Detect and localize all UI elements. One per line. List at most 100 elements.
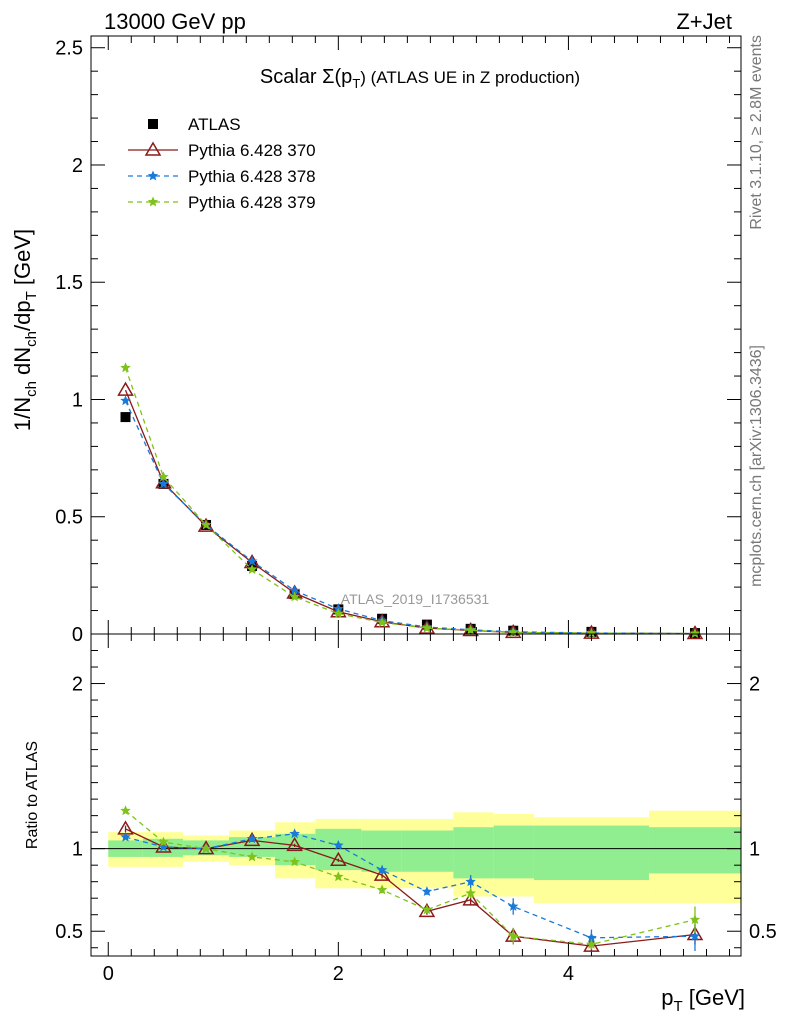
ratio-data-point	[421, 886, 433, 896]
main-y-tick-label: 1.5	[55, 272, 83, 294]
ratio-band-inner	[401, 830, 454, 872]
main-data-point	[330, 603, 347, 618]
main-data-point	[333, 608, 344, 618]
ratio-band-inner	[493, 825, 534, 879]
main-y-tick-label: 0.5	[55, 507, 83, 529]
ratio-data-point	[508, 901, 519, 911]
legend-marker	[147, 196, 159, 207]
ratio-y-tick-label-right: 2	[749, 674, 760, 696]
ratio-band-inner	[361, 830, 402, 872]
ratio-data-point	[689, 930, 701, 941]
ratio-data-point	[376, 884, 388, 895]
legend-marker	[148, 119, 158, 129]
ratio-data-point	[373, 866, 391, 881]
ratio-data-point	[333, 839, 344, 850]
main-data-point	[289, 591, 300, 602]
main-data-point	[158, 471, 169, 482]
ratio-data-point	[462, 891, 479, 906]
main-data-point	[120, 412, 131, 423]
ratio-data-point	[465, 887, 476, 898]
main-data-point	[586, 627, 597, 638]
ratio-data-point	[158, 841, 169, 852]
ratio-panel: 0.5 0.5 1 1 2 2 0 2 4 Ratio to ATLAS pT [GeV]	[24, 633, 777, 1015]
legend-entry-label: Pythia 6.428 370	[188, 141, 316, 160]
ratio-y-tick-label: 1	[72, 839, 83, 861]
ratio-data-point	[376, 864, 388, 875]
main-y-tick-label: 2	[72, 155, 83, 177]
main-series-line	[124, 400, 696, 635]
chart-title: Scalar Σ(pT) (ATLAS UE in Z production)	[260, 66, 580, 91]
ratio-band-inner	[533, 825, 649, 881]
header-right: Z+Jet	[676, 9, 732, 34]
ratio-band-inner	[315, 828, 362, 871]
main-y-tick-label: 2.5	[55, 38, 83, 60]
ratio-data-point	[120, 805, 131, 816]
main-data-point	[421, 622, 433, 633]
ratio-data-point	[289, 828, 300, 839]
ratio-data-point	[286, 836, 303, 852]
main-series-line	[124, 367, 696, 635]
ratio-data-point	[586, 932, 597, 943]
main-y-tick-label: 1	[72, 389, 83, 411]
main-y-axis-label: 1/Nch dNch/dpT [GeV]	[10, 229, 40, 431]
ratio-series-line	[125, 833, 696, 939]
ratio-data-point	[243, 831, 261, 847]
legend-marker	[147, 170, 159, 181]
chart-title-suffix: ) (ATLAS UE in Z production)	[360, 68, 580, 87]
ratio-data-point	[586, 938, 597, 949]
chart-title-prefix: Scalar Σ(p	[260, 66, 352, 88]
main-data-point	[117, 381, 134, 396]
x-axis-label: pT [GeV]	[661, 985, 745, 1015]
ratio-frame	[90, 633, 742, 957]
ratio-data-point	[421, 904, 433, 915]
mcplots-label: mcplots.cern.ch [arXiv:1306.3436]	[748, 345, 765, 587]
ratio-series-line	[125, 810, 696, 946]
ratio-data-point	[246, 833, 258, 844]
x-tick-label: 4	[563, 963, 574, 985]
main-data-point	[158, 478, 169, 489]
ratio-band-inner	[648, 827, 741, 874]
ratio-data-point	[246, 851, 258, 862]
main-data-point	[197, 517, 215, 532]
rivet-label: Rivet 3.1.10, ≥ 2.8M events	[748, 35, 765, 230]
main-data-point	[120, 395, 131, 406]
watermark: ATLAS_2019_I1736531	[341, 591, 490, 607]
legend: ATLAS Pythia 6.428 370 Pythia 6.428 378 Pyt…	[128, 115, 316, 212]
legend-entry-label: Pythia 6.428 379	[188, 193, 316, 212]
ratio-data-point	[418, 902, 436, 918]
legend-marker	[144, 141, 162, 156]
main-data-point	[289, 585, 300, 596]
main-data-point	[246, 555, 258, 566]
header-left: 13000 GeV pp	[104, 9, 246, 34]
ratio-data-point	[583, 937, 600, 952]
ratio-data-point	[158, 836, 169, 847]
main-panel: 0 0.5 1 1.5 2 2.5 ATLAS_2019_I1736531 Scalar …	[10, 35, 742, 646]
ratio-y-tick-label: 0.5	[55, 921, 83, 943]
x-tick-label: 0	[103, 963, 114, 985]
ratio-data-point	[508, 930, 519, 941]
ratio-data-point	[330, 851, 347, 866]
main-data-point	[689, 628, 701, 638]
main-data-point	[120, 362, 131, 373]
ratio-y-tick-label-right: 0.5	[749, 921, 777, 943]
main-data-point	[465, 624, 476, 635]
ratio-y-axis-label: Ratio to ATLAS	[24, 741, 41, 849]
ratio-y-tick-label: 2	[72, 674, 83, 696]
main-y-tick-label: 0	[72, 624, 83, 646]
ratio-data-point	[200, 843, 212, 854]
main-data-point	[376, 617, 388, 627]
main-data-point	[200, 519, 212, 530]
legend-entry-label: Pythia 6.428 378	[188, 167, 316, 186]
legend-entry-label: ATLAS	[188, 115, 241, 134]
ratio-data-point	[289, 856, 300, 867]
ratio-data-point	[689, 914, 701, 925]
ratio-data-point	[465, 876, 476, 887]
ratio-data-point	[333, 871, 344, 882]
x-tick-label: 2	[333, 963, 344, 985]
ratio-y-tick-label-right: 1	[749, 839, 760, 861]
chart-title-sub: T	[352, 76, 360, 91]
ratio-band-inner	[453, 827, 494, 879]
main-data-point	[246, 564, 258, 574]
ratio-data-point	[120, 831, 131, 842]
